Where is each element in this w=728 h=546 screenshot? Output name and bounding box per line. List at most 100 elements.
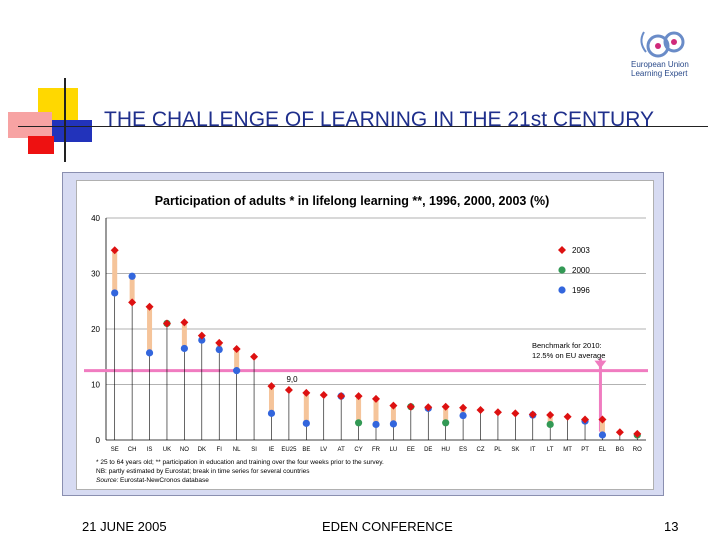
legend-label-2003: 2003 xyxy=(572,246,590,255)
marker-1996 xyxy=(389,420,398,428)
x-tick-label: CZ xyxy=(477,447,485,453)
x-tick-label: NL xyxy=(233,447,241,453)
marker-2003 xyxy=(633,429,642,438)
benchmark-label-line1: Benchmark for 2010: xyxy=(532,341,602,350)
legend-label-2000: 2000 xyxy=(572,266,590,275)
x-tick-label: SI xyxy=(251,447,257,453)
chart-svg: Participation of adults * in lifelong le… xyxy=(84,194,648,484)
marker-2003 xyxy=(162,319,171,328)
x-tick-label: LT xyxy=(547,447,554,453)
marker-2003 xyxy=(197,331,206,340)
marker-2003 xyxy=(563,412,572,421)
y-tick-label: 10 xyxy=(91,381,100,390)
chart-note-2: NB: partly estimated by Eurostat; break … xyxy=(96,468,310,475)
marker-2000 xyxy=(442,419,450,427)
x-tick-label: HU xyxy=(441,447,450,453)
marker-2003 xyxy=(232,344,241,353)
marker-2003 xyxy=(354,392,363,401)
y-tick-label: 40 xyxy=(91,214,100,223)
logo-text-line2: Learning Expert xyxy=(631,69,688,78)
marker-layer xyxy=(110,246,642,439)
marker-1996 xyxy=(198,336,206,344)
legend-marker-1996 xyxy=(558,286,566,294)
marker-2003 xyxy=(441,402,450,411)
x-tick-label: EL xyxy=(599,447,607,453)
marker-2003 xyxy=(145,302,154,311)
x-tick-label: ES xyxy=(459,447,467,453)
marker-2003 xyxy=(302,388,311,397)
x-tick-label: NO xyxy=(180,447,189,453)
x-tick-label: RO xyxy=(633,447,642,453)
chart-note-1: * 25 to 64 years old; ** participation i… xyxy=(96,459,384,466)
y-tick-label: 0 xyxy=(96,436,101,445)
chart-legend: 2003 2000 1996 xyxy=(558,246,590,295)
marker-1996 xyxy=(233,367,241,375)
legend-label-1996: 1996 xyxy=(572,286,590,295)
deco-pink-block xyxy=(8,112,52,138)
marker-2003 xyxy=(528,410,537,419)
x-tick-label: DK xyxy=(198,447,206,453)
deco-vertical-line xyxy=(64,78,66,162)
x-tick-label: IE xyxy=(269,447,275,453)
x-tick-label: CH xyxy=(128,447,137,453)
x-tick-label: LU xyxy=(390,447,398,453)
marker-2003 xyxy=(110,246,119,255)
marker-2003 xyxy=(493,408,502,417)
x-tick-label: FI xyxy=(217,447,223,453)
marker-2003 xyxy=(372,394,380,403)
marker-2003 xyxy=(267,382,276,391)
marker-2003 xyxy=(389,401,398,410)
marker-2003 xyxy=(319,391,328,400)
marker-2003 xyxy=(511,409,520,418)
x-tick-label: EU25 xyxy=(281,447,297,453)
marker-2000 xyxy=(354,419,363,427)
x-tick-label: AT xyxy=(338,447,346,453)
x-tick-label: IS xyxy=(147,447,153,453)
marker-2003 xyxy=(180,318,189,327)
marker-1996 xyxy=(215,345,223,354)
marker-1996 xyxy=(598,431,607,439)
marker-2003 xyxy=(215,338,224,347)
marker-2003 xyxy=(546,411,555,420)
logo-text-line1: European Union xyxy=(631,60,689,69)
stem-layer xyxy=(112,250,638,440)
x-tick-label: BE xyxy=(302,447,310,453)
slide-title: THE CHALLENGE OF LEARNING IN THE 21st CE… xyxy=(104,108,655,131)
x-tick-label: SE xyxy=(111,447,119,453)
marker-2003 xyxy=(250,352,259,361)
legend-marker-2003 xyxy=(558,246,566,254)
marker-2003 xyxy=(598,415,607,424)
chart-source-label: Source: xyxy=(96,477,119,484)
marker-2000 xyxy=(546,420,554,429)
marker-2003 xyxy=(284,386,293,395)
marker-2003 xyxy=(615,428,624,437)
marker-1996 xyxy=(145,349,154,357)
y-tick-label: 20 xyxy=(91,325,100,334)
x-tick-label: CY xyxy=(354,447,362,453)
marker-1996 xyxy=(128,272,136,280)
x-tick-label: MT xyxy=(563,447,572,453)
x-tick-label: PL xyxy=(494,447,502,453)
marker-2003 xyxy=(459,403,468,412)
x-tick-label: BG xyxy=(616,447,625,453)
footer-page-number: 13 xyxy=(664,519,679,534)
marker-2003 xyxy=(406,402,415,411)
chart-area xyxy=(76,180,654,490)
grid-layer xyxy=(105,217,646,441)
x-tick-label: EE xyxy=(407,447,415,453)
marker-1996 xyxy=(302,419,310,427)
label-layer: 0 10 20 30 40 SE CH IS UK NO DK FI NL SI IE EU25 BE LV AT C… xyxy=(91,214,642,453)
x-tick-label: UK xyxy=(163,447,171,453)
x-tick-label: IT xyxy=(530,447,536,453)
marker-1996 xyxy=(372,420,380,429)
deco-red-block xyxy=(28,136,54,154)
chart-title: Participation of adults * in lifelong le… xyxy=(155,194,550,208)
chart-source-text: Eurostat-NewCronos database xyxy=(120,477,209,484)
elearning-logo-icon xyxy=(640,31,685,58)
x-tick-label: LV xyxy=(320,447,327,453)
marker-2003 xyxy=(128,298,137,307)
footer-date: 21 JUNE 2005 xyxy=(82,519,167,534)
marker-2003 xyxy=(424,403,433,412)
marker-1996 xyxy=(111,289,119,297)
marker-1996 xyxy=(267,409,276,417)
